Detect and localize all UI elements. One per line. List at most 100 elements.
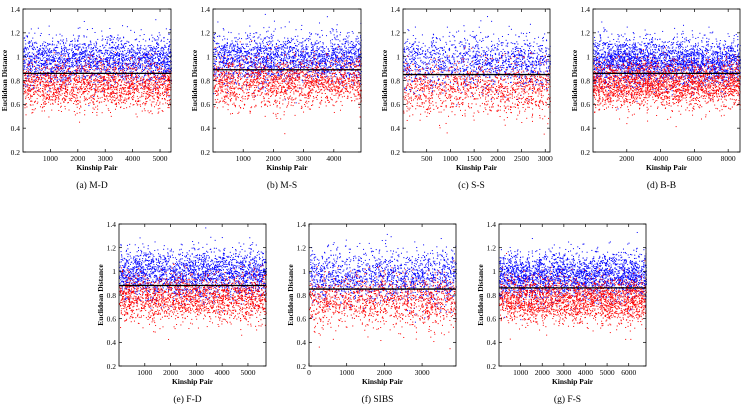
data-point bbox=[106, 77, 107, 78]
data-point bbox=[258, 37, 259, 38]
data-point bbox=[30, 70, 31, 71]
data-point bbox=[42, 51, 43, 52]
data-point bbox=[60, 76, 61, 77]
data-point bbox=[97, 39, 98, 40]
data-point bbox=[73, 78, 74, 79]
data-point bbox=[340, 32, 341, 33]
data-point bbox=[24, 50, 25, 51]
data-point bbox=[152, 56, 153, 57]
data-point bbox=[151, 104, 152, 105]
data-point bbox=[154, 66, 155, 67]
data-point bbox=[68, 56, 69, 57]
data-point bbox=[84, 52, 85, 53]
data-point bbox=[215, 73, 216, 74]
data-point bbox=[157, 84, 158, 85]
data-point bbox=[91, 51, 92, 52]
data-point bbox=[57, 77, 58, 78]
data-point bbox=[135, 89, 136, 90]
data-point bbox=[53, 50, 54, 51]
data-point bbox=[104, 80, 105, 81]
data-point bbox=[84, 57, 85, 58]
data-point bbox=[58, 69, 59, 70]
data-point bbox=[104, 91, 105, 92]
data-point bbox=[165, 85, 166, 86]
data-point bbox=[151, 60, 152, 61]
data-point bbox=[218, 56, 219, 57]
data-point bbox=[60, 63, 61, 64]
data-point bbox=[133, 84, 134, 85]
data-point bbox=[26, 48, 27, 49]
data-point bbox=[267, 44, 268, 45]
data-point bbox=[76, 94, 77, 95]
data-point bbox=[80, 107, 81, 108]
data-point bbox=[104, 101, 105, 102]
data-point bbox=[86, 81, 87, 82]
data-point bbox=[152, 64, 153, 65]
data-point bbox=[63, 78, 64, 79]
data-point bbox=[78, 38, 79, 39]
data-point bbox=[86, 98, 87, 99]
data-point bbox=[45, 67, 46, 68]
data-point bbox=[111, 50, 112, 51]
data-point bbox=[71, 62, 72, 63]
data-point bbox=[138, 77, 139, 78]
data-point bbox=[64, 106, 65, 107]
data-point bbox=[81, 71, 82, 72]
data-point bbox=[121, 76, 122, 77]
data-point bbox=[61, 52, 62, 53]
data-point bbox=[84, 96, 85, 97]
data-point bbox=[110, 94, 111, 95]
data-point bbox=[30, 90, 31, 91]
data-point bbox=[85, 64, 86, 65]
data-point bbox=[107, 69, 108, 70]
data-point bbox=[110, 88, 111, 89]
data-point bbox=[166, 91, 167, 92]
data-point bbox=[315, 33, 316, 34]
data-point bbox=[73, 75, 74, 76]
data-point bbox=[155, 78, 156, 79]
data-point bbox=[78, 103, 79, 104]
data-point bbox=[118, 64, 119, 65]
data-point bbox=[230, 73, 231, 74]
data-point bbox=[95, 92, 96, 93]
data-point bbox=[111, 35, 112, 36]
data-point bbox=[137, 86, 138, 87]
data-point bbox=[29, 33, 30, 34]
data-point bbox=[33, 58, 34, 59]
data-point bbox=[60, 103, 61, 104]
data-point bbox=[48, 102, 49, 103]
data-point bbox=[71, 66, 72, 67]
data-point bbox=[110, 53, 111, 54]
data-point bbox=[89, 78, 90, 79]
data-point bbox=[136, 69, 137, 70]
data-point bbox=[158, 91, 159, 92]
data-point bbox=[140, 55, 141, 56]
data-point bbox=[127, 60, 128, 61]
data-point bbox=[102, 38, 103, 39]
data-point bbox=[164, 45, 165, 46]
data-point bbox=[66, 75, 67, 76]
data-point bbox=[73, 103, 74, 104]
data-point bbox=[169, 65, 170, 66]
data-point bbox=[99, 54, 100, 55]
data-point bbox=[161, 40, 162, 41]
data-point bbox=[94, 109, 95, 110]
data-point bbox=[155, 76, 156, 77]
data-point bbox=[60, 67, 61, 68]
data-point bbox=[136, 62, 137, 63]
data-point bbox=[133, 99, 134, 100]
data-point bbox=[99, 57, 100, 58]
data-point bbox=[50, 104, 51, 105]
data-point bbox=[137, 64, 138, 65]
data-point bbox=[144, 85, 145, 86]
data-point bbox=[118, 35, 119, 36]
data-point bbox=[57, 60, 58, 61]
data-point bbox=[57, 92, 58, 93]
data-point bbox=[233, 51, 234, 52]
data-point bbox=[169, 71, 170, 72]
data-point bbox=[96, 101, 97, 102]
data-point bbox=[52, 75, 53, 76]
data-point bbox=[25, 57, 26, 58]
data-point bbox=[146, 96, 147, 97]
data-point bbox=[168, 78, 169, 79]
